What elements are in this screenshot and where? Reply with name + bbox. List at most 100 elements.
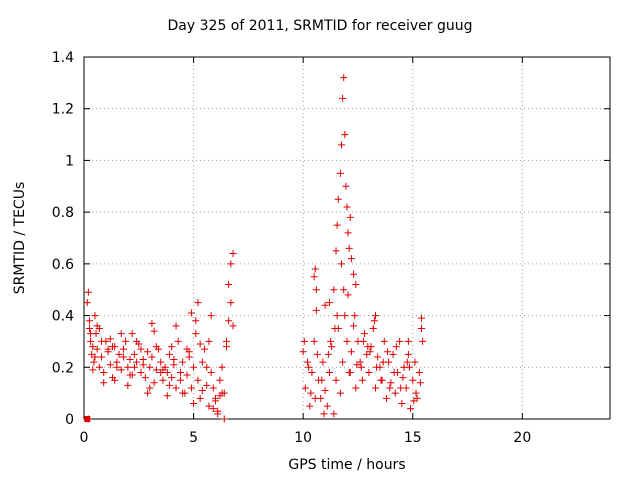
data-point [312, 286, 320, 294]
data-point [100, 379, 108, 387]
data-point [386, 384, 394, 392]
data-point [336, 169, 344, 177]
data-point [179, 358, 187, 366]
y-tick-label: 1.2 [52, 102, 74, 118]
data-point [344, 291, 352, 299]
data-point [300, 337, 308, 345]
data-point [409, 376, 417, 384]
data-point [397, 384, 405, 392]
data-point [341, 131, 349, 139]
data-point [170, 356, 178, 364]
data-point [321, 301, 329, 309]
data-point [301, 384, 309, 392]
data-point [384, 348, 392, 356]
data-point [229, 250, 237, 258]
data-point [126, 356, 134, 364]
data-point [347, 348, 355, 356]
data-point [403, 358, 411, 366]
data-point [307, 389, 315, 397]
data-point [222, 337, 230, 345]
data-point [152, 366, 160, 374]
y-tick-label: 0.6 [52, 257, 74, 273]
data-point [345, 244, 353, 252]
data-point [343, 203, 351, 211]
data-point [323, 402, 331, 410]
data-point [299, 348, 307, 356]
data-point [87, 330, 95, 338]
data-point [229, 322, 237, 330]
data-point [203, 381, 211, 389]
data-point [396, 337, 404, 345]
data-point [411, 358, 419, 366]
data-point [196, 340, 204, 348]
data-point [330, 286, 338, 294]
data-point [93, 345, 101, 353]
data-point [174, 337, 182, 345]
data-point [84, 288, 92, 296]
data-point [152, 343, 160, 351]
y-axis-label: SRMTID / TECUs [12, 181, 28, 295]
data-point [405, 363, 413, 371]
data-point [357, 363, 365, 371]
data-point [418, 325, 426, 332]
data-point [343, 337, 351, 345]
data-point [304, 358, 312, 366]
data-point [333, 221, 341, 229]
data-point [85, 325, 93, 332]
data-point [336, 389, 344, 397]
x-tick-label: 0 [80, 430, 89, 446]
data-point [179, 389, 187, 397]
data-point [216, 376, 224, 384]
data-point [342, 182, 350, 190]
data-point [165, 381, 173, 389]
data-point [339, 94, 347, 102]
data-point [346, 368, 354, 376]
data-point [113, 363, 121, 371]
data-point [124, 363, 132, 371]
data-point [176, 368, 184, 376]
data-point [333, 312, 341, 320]
data-point [338, 141, 346, 149]
data-point [133, 358, 141, 366]
data-point [183, 345, 191, 353]
y-tick-label: 1.4 [52, 50, 74, 66]
data-point [106, 361, 114, 369]
data-point [371, 312, 379, 320]
data-point [157, 358, 165, 366]
data-point [192, 317, 200, 325]
data-point [209, 384, 217, 392]
data-point [371, 384, 379, 392]
data-point [146, 363, 154, 371]
data-point [83, 299, 91, 307]
data-point [150, 327, 158, 335]
data-point [332, 376, 340, 384]
data-point [407, 405, 415, 413]
x-tick-label: 15 [404, 430, 422, 446]
data-point [187, 309, 195, 317]
data-point [203, 363, 211, 371]
data-point [369, 325, 377, 332]
data-point [366, 348, 374, 356]
data-point [332, 247, 340, 255]
data-point [320, 410, 328, 418]
data-point [209, 405, 217, 413]
data-point [148, 319, 156, 327]
x-tick-label: 5 [189, 430, 198, 446]
data-point [89, 366, 97, 374]
data-point [159, 376, 167, 384]
data-point [93, 322, 101, 330]
data-point [404, 337, 412, 345]
data-points [83, 74, 427, 423]
data-point [365, 368, 373, 376]
data-point [144, 348, 152, 356]
data-point [352, 384, 360, 392]
data-point [168, 343, 176, 351]
x-tick-label: 20 [513, 430, 531, 446]
data-point [187, 384, 195, 392]
data-point [352, 281, 360, 289]
data-point [168, 374, 176, 382]
data-point [111, 376, 119, 384]
data-point [364, 343, 372, 351]
data-point [196, 394, 204, 402]
